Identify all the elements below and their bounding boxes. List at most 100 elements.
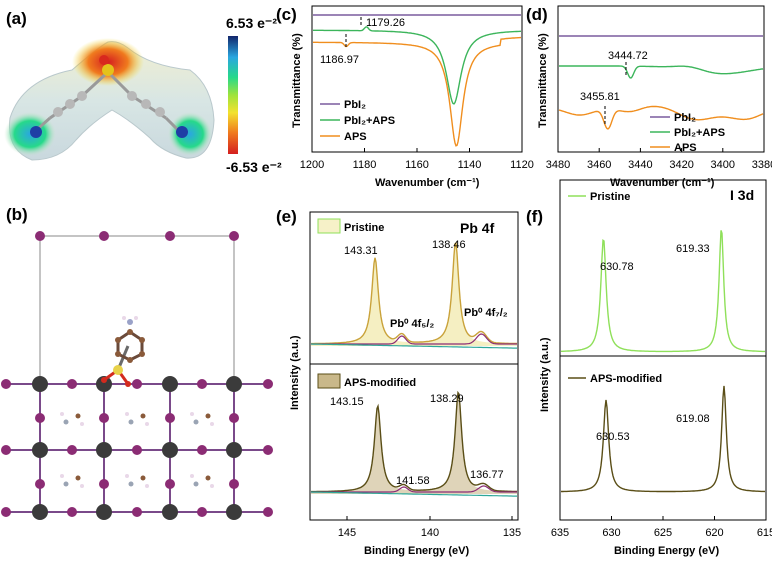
chart-f-xlabel: Binding Energy (eV) — [614, 545, 719, 557]
iodide-atom — [197, 445, 207, 455]
chart-e-legend-swatch-bottom — [317, 373, 341, 389]
chart-f-top-line — [561, 230, 765, 353]
chart-d-tick-label: 3420 — [669, 159, 693, 171]
chart-f: 635 630 625 620 615 Pristine I 3d APS-modifi… — [539, 179, 772, 557]
chart-e-tick-label: 140 — [421, 527, 439, 539]
iodide-atom — [1, 507, 11, 517]
chart-c-tick-label: 1120 — [510, 159, 534, 171]
iodide-atom — [35, 231, 45, 241]
iodide-atom — [132, 507, 142, 517]
chart-d-tick-label: 3440 — [628, 159, 652, 171]
chart-f-legend-bottom: APS-modified — [590, 373, 662, 385]
chart-c-tick-label: 1180 — [353, 159, 377, 171]
panel-label-a: (a) — [6, 9, 27, 28]
chart-e-ylabel: Intensity (a.u.) — [289, 335, 301, 410]
cation-atom — [140, 475, 146, 481]
lead-atom — [32, 442, 48, 458]
iodide-atom — [165, 479, 175, 489]
esp-surface — [4, 38, 215, 161]
iodide-atom — [1, 445, 11, 455]
lead-atom — [32, 376, 48, 392]
lead-atom — [226, 504, 242, 520]
chart-e-label-141-58: 141.58 — [396, 475, 430, 487]
lead-atom — [162, 504, 178, 520]
chart-f-tick-label: 625 — [654, 527, 672, 539]
chart-c-series-aps — [313, 36, 521, 147]
chart-d-tick-label: 3480 — [546, 159, 570, 171]
chart-e-top-line — [311, 241, 517, 345]
chart-f-tick-label: 630 — [602, 527, 620, 539]
aps-molecule — [101, 316, 145, 387]
chart-c-series-pbi2-aps — [313, 26, 521, 105]
chart-e-label-136-77: 136.77 — [470, 469, 504, 481]
chart-e-title: Pb 4f — [460, 220, 495, 236]
chart-f-label-619-08: 619.08 — [676, 413, 710, 425]
chart-c-legend: PbI₂ PbI₂+APS APS — [320, 99, 395, 143]
chart-e-bottom-minor — [311, 485, 517, 493]
chart-c-tick-label: 1140 — [458, 159, 482, 171]
chart-d-ylabel: Transmittance (%) — [537, 33, 549, 128]
cation-atom — [145, 422, 149, 426]
chart-d: 3480 3460 3440 3420 3400 3380 3444.72 3455.81… — [537, 5, 772, 189]
chart-e-label-138-46: 138.46 — [432, 239, 466, 251]
cation-atom — [210, 422, 214, 426]
cation-atom — [75, 475, 81, 481]
chart-d-series-pbi2-aps — [559, 65, 764, 79]
chart-f-frame — [559, 179, 767, 521]
chart-c-legend-aps: APS — [344, 131, 367, 143]
panel-label-f: (f) — [526, 207, 543, 226]
chart-e-label-pb0-72: Pb⁰ 4f₇/₂ — [464, 307, 508, 319]
chart-e-bottom-line — [311, 390, 518, 493]
chart-c-tick-label: 1160 — [405, 159, 429, 171]
cation-atom — [128, 419, 134, 425]
cation-atom — [140, 413, 146, 419]
lead-atom — [96, 376, 112, 392]
lead-atom — [96, 504, 112, 520]
panel-label-c: (c) — [276, 5, 297, 24]
cation-atom — [205, 475, 211, 481]
cation-atom — [145, 484, 149, 488]
iodide-atom — [263, 507, 273, 517]
chart-c: 1200 1180 1160 1140 1120 1179.26 1186.97 PbI… — [291, 5, 534, 189]
iodide-atom — [229, 231, 239, 241]
chart-d-series-aps — [558, 105, 764, 130]
cation-atom — [80, 422, 84, 426]
chart-d-legend: PbI₂ PbI₂+APS APS — [650, 112, 725, 154]
chart-e-bottom-baseline — [310, 491, 517, 497]
chart-d-legend-aps: APS — [674, 142, 697, 154]
iodide-atom — [99, 413, 109, 423]
chart-e-top-minor — [311, 333, 517, 345]
panel-label-b: (b) — [6, 205, 28, 224]
chart-d-tick-label: 3460 — [587, 159, 611, 171]
cation-atom — [190, 412, 194, 416]
cation-atom — [63, 419, 69, 425]
iodide-atom — [165, 231, 175, 241]
iodide-atom — [229, 479, 239, 489]
iodide-atom — [229, 413, 239, 423]
chart-d-legend-pbi2: PbI₂ — [674, 112, 696, 124]
iodide-atom — [197, 379, 207, 389]
chart-d-tick-label: 3380 — [752, 159, 772, 171]
chart-f-label-630-78: 630.78 — [600, 261, 634, 273]
chart-d-frame — [557, 5, 765, 153]
chart-f-tick-label: 620 — [705, 527, 723, 539]
cation-atom — [190, 474, 194, 478]
iodide-atom — [35, 479, 45, 489]
chart-f-title: I 3d — [730, 187, 754, 203]
chart-d-label-3455: 3455.81 — [580, 91, 620, 103]
iodide-atom — [165, 413, 175, 423]
chart-c-xlabel: Wavenumber (cm⁻¹) — [375, 177, 480, 189]
chart-f-tick-label: 635 — [551, 527, 569, 539]
panel-label-d: (d) — [526, 5, 548, 24]
iodide-atom — [67, 379, 77, 389]
lead-atom — [162, 376, 178, 392]
chart-d-xlabel: Wavenumber (cm⁻¹) — [610, 177, 715, 189]
chart-d-tick-label: 3400 — [711, 159, 735, 171]
cation-atom — [80, 484, 84, 488]
iodide-atom — [99, 231, 109, 241]
chart-e-label-138-29: 138.29 — [430, 393, 464, 405]
chart-f-label-630-53: 630.53 — [596, 431, 630, 443]
chart-e-label-143-15: 143.15 — [330, 396, 364, 408]
iodide-atom — [263, 445, 273, 455]
